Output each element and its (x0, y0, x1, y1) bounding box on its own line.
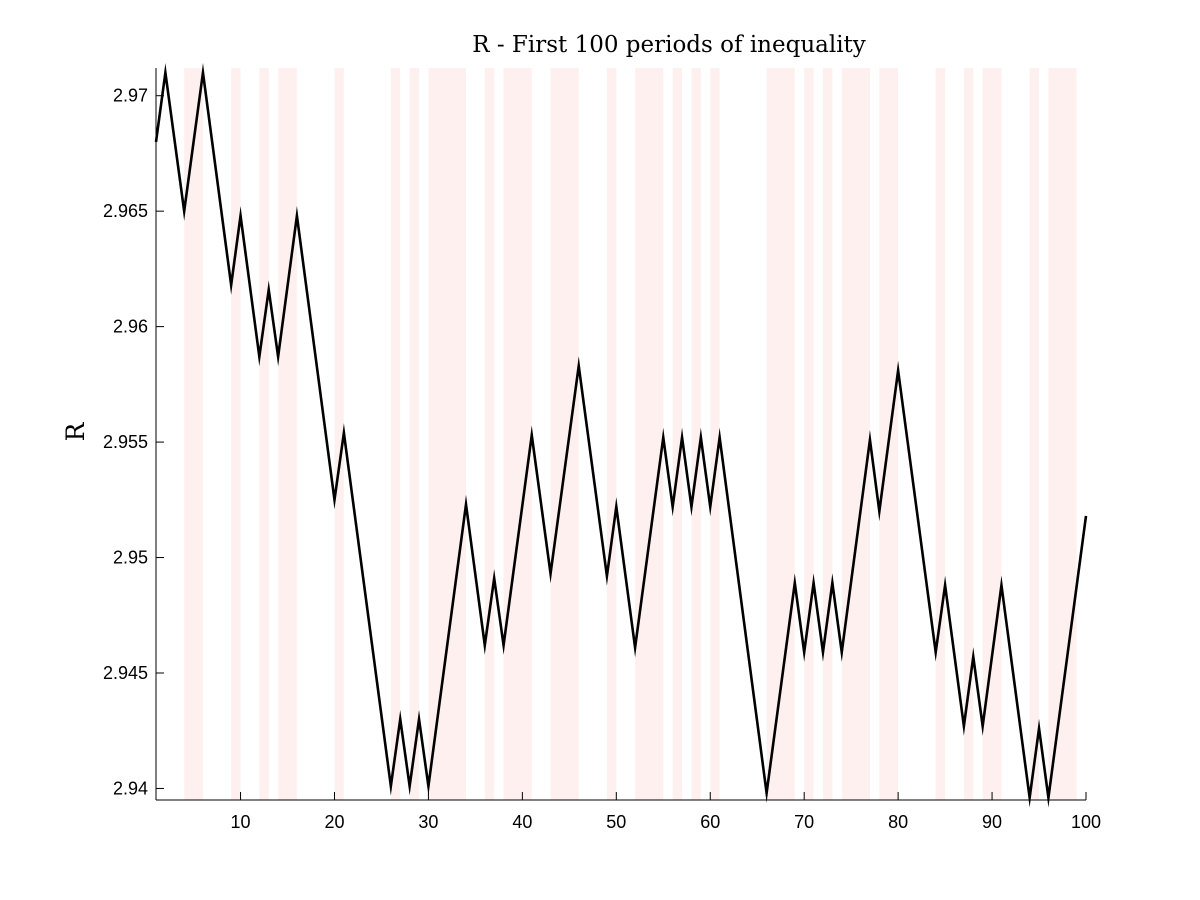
shaded-period-18 (804, 68, 814, 800)
shaded-period-20 (841, 68, 870, 800)
y-axis-label: R (61, 421, 90, 441)
y-tick-label-2.965: 2.965 (103, 201, 148, 221)
series-layer (154, 62, 1088, 808)
x-axis-ticks: 10 20 30 40 50 60 70 80 90 100 (231, 792, 1101, 832)
shaded-period-6 (390, 68, 401, 800)
x-tick-label-70: 70 (794, 812, 814, 832)
shaded-period-1 (184, 68, 203, 800)
shaded-period-3 (259, 68, 269, 800)
x-tick-label-40: 40 (512, 812, 532, 832)
shaded-period-8 (428, 68, 466, 800)
shaded-period-10 (503, 68, 532, 800)
x-tick-label-90: 90 (982, 812, 1002, 832)
shaded-period-16 (710, 68, 720, 800)
shaded-period-12 (606, 68, 617, 800)
shaded-period-19 (822, 68, 833, 800)
shaded-periods (184, 68, 1077, 800)
shaded-period-9 (484, 68, 495, 800)
shaded-period-4 (278, 68, 297, 800)
x-tick-label-50: 50 (606, 812, 626, 832)
x-tick-label-20: 20 (324, 812, 344, 832)
y-tick-label-2.97: 2.97 (113, 86, 148, 106)
shaded-period-7 (409, 68, 420, 800)
y-tick-label-2.94: 2.94 (113, 778, 148, 798)
axes (155, 68, 1086, 801)
x-tick-label-10: 10 (231, 812, 251, 832)
shaded-period-24 (982, 68, 1002, 800)
chart-title: R - First 100 periods of inequality (472, 32, 866, 58)
y-axis-ticks: 2.94 2.945 2.95 2.955 2.96 2.965 2.97 (103, 86, 164, 798)
y-tick-label-2.96: 2.96 (113, 317, 148, 337)
y-tick-label-2.955: 2.955 (103, 432, 148, 452)
shaded-period-2 (231, 68, 241, 800)
shaded-period-17 (766, 68, 795, 800)
shaded-period-22 (935, 68, 946, 800)
shaded-period-5 (334, 68, 344, 800)
x-tick-label-80: 80 (888, 812, 908, 832)
shaded-period-25 (1029, 68, 1040, 800)
shaded-period-15 (691, 68, 701, 800)
shaded-period-13 (635, 68, 664, 800)
x-tick-label-60: 60 (700, 812, 720, 832)
x-tick-label-100: 100 (1071, 812, 1101, 832)
y-tick-label-2.95: 2.95 (113, 548, 148, 568)
x-tick-label-30: 30 (418, 812, 438, 832)
shaded-period-11 (550, 68, 579, 800)
shaded-period-14 (672, 68, 683, 800)
shaded-period-23 (963, 68, 974, 800)
series-line-1 (154, 62, 1088, 808)
y-tick-label-2.945: 2.945 (103, 663, 148, 683)
shaded-period-26 (1048, 68, 1077, 800)
